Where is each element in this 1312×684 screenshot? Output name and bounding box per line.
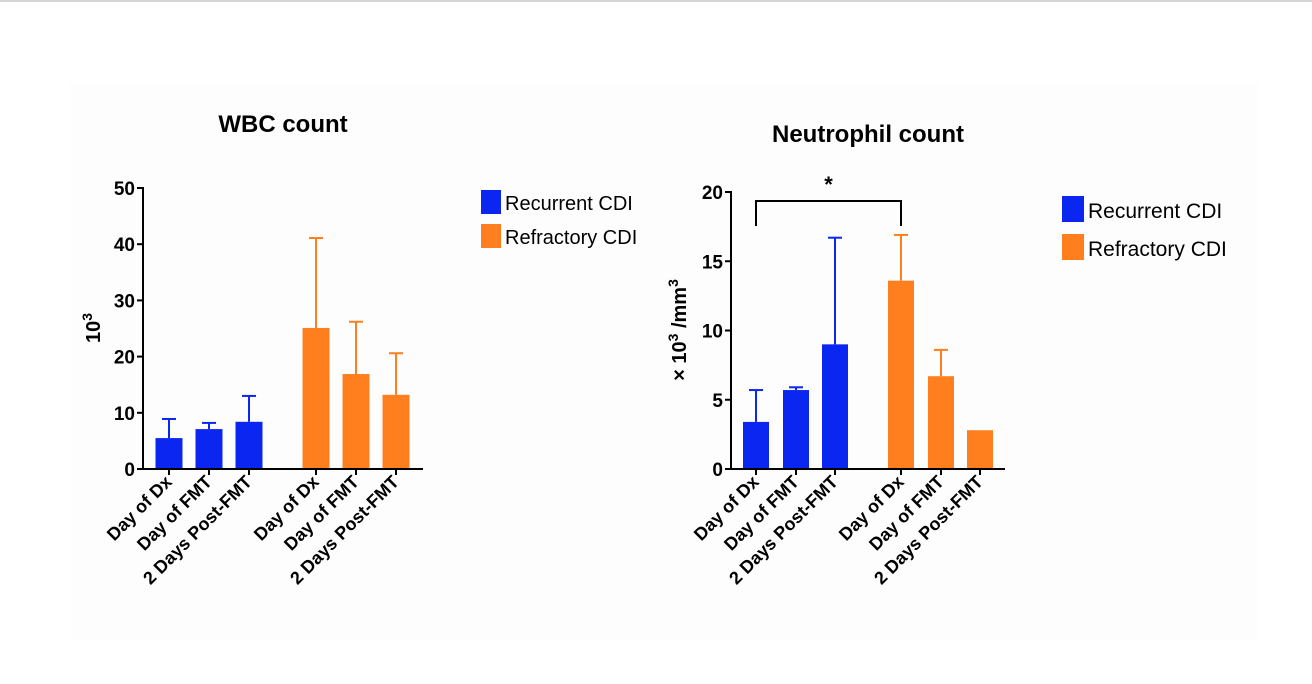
legend-swatch — [1062, 196, 1084, 222]
chart-title: WBC count — [218, 111, 347, 138]
y-tick-label: 30 — [114, 291, 135, 312]
bar — [743, 421, 769, 469]
y-tick-label: 20 — [702, 183, 723, 204]
y-tick-label: 40 — [114, 235, 135, 256]
significance-star: * — [824, 172, 833, 197]
y-axis-label: × 103 /mm3 — [665, 279, 691, 381]
bar — [783, 390, 809, 469]
superscript: 3 — [79, 313, 95, 321]
chart-title: Neutrophil count — [772, 121, 964, 148]
legend-swatch — [481, 190, 501, 214]
bar — [195, 429, 223, 469]
y-tick-label: 10 — [702, 322, 723, 343]
y-axis-label-part: /mm — [669, 287, 691, 334]
y-tick-label: 50 — [114, 179, 135, 200]
bar — [155, 438, 183, 469]
legend-swatch — [1062, 234, 1084, 260]
bar — [342, 374, 370, 469]
y-tick-label: 5 — [712, 391, 723, 412]
top-border — [0, 0, 1312, 2]
significance-bracket — [755, 200, 902, 226]
legend-label: Recurrent CDI — [505, 193, 633, 215]
bar — [967, 430, 993, 469]
legend-label: Refractory CDI — [505, 227, 637, 249]
y-tick-label: 0 — [712, 460, 723, 481]
y-tick-label: 0 — [124, 460, 135, 481]
bar — [382, 394, 410, 469]
bar — [822, 344, 848, 469]
y-tick-label: 10 — [114, 404, 135, 425]
superscript: 3 — [665, 333, 681, 341]
bar — [928, 376, 954, 469]
y-axis-label-part: × 10 — [669, 341, 691, 380]
legend-swatch — [481, 224, 501, 248]
bar — [888, 280, 914, 469]
y-tick-label: 15 — [702, 252, 724, 273]
bar — [235, 421, 263, 469]
legend-label: Refractory CDI — [1088, 238, 1227, 261]
legend-label: Recurrent CDI — [1088, 200, 1222, 223]
bar — [302, 327, 330, 469]
y-axis-label: 103 — [79, 313, 105, 343]
y-tick-label: 20 — [114, 348, 135, 369]
y-axis-label-part: 10 — [83, 321, 105, 343]
superscript: 3 — [665, 279, 681, 287]
figure-panel — [70, 83, 1258, 640]
